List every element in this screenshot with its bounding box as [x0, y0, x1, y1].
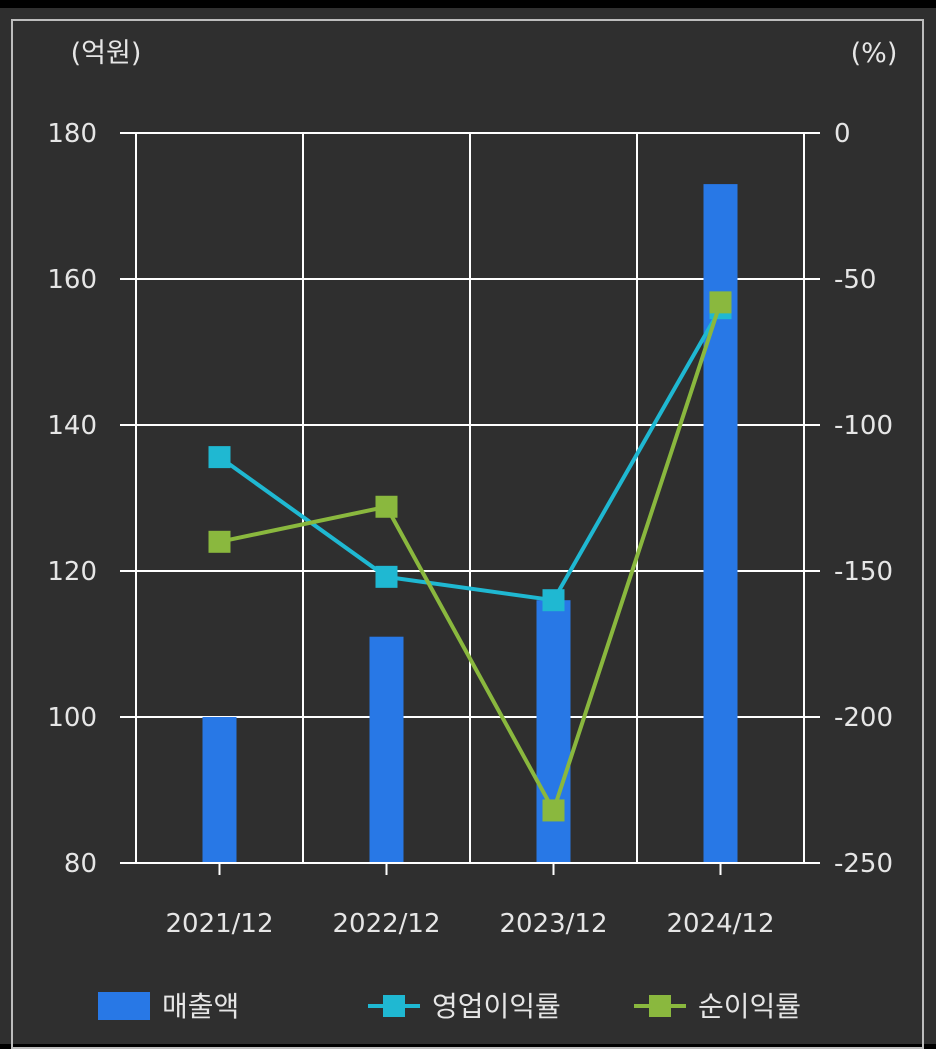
series-point — [709, 291, 732, 314]
series-point — [208, 530, 231, 553]
x-axis-ticks: 2021/12 2022/12 2023/12 2024/12 — [165, 863, 775, 939]
legend-swatch — [98, 992, 150, 1020]
left-tick-label: 160 — [47, 265, 97, 295]
legend-label: 매출액 — [162, 990, 239, 1023]
bars — [202, 184, 738, 864]
right-tick-label: -100 — [834, 411, 893, 441]
series-line — [218, 307, 723, 603]
left-axis-unit: (억원) — [71, 38, 142, 69]
series-point — [375, 565, 398, 588]
right-tick-label: 0 — [834, 119, 851, 149]
legend-label: 순이익률 — [698, 990, 801, 1023]
x-tick-label: 2023/12 — [499, 909, 607, 939]
series-point — [375, 495, 398, 518]
series-line — [219, 301, 723, 813]
right-tick-label: -250 — [834, 849, 893, 879]
right-tick-label: -50 — [834, 265, 876, 295]
x-tick-label: 2022/12 — [332, 909, 440, 939]
right-axis-ticks: -250 -200 -150 -100 -50 0 — [804, 119, 893, 879]
left-tick-label: 80 — [64, 849, 97, 879]
legend-marker — [383, 995, 405, 1017]
right-tick-label: -150 — [834, 557, 893, 587]
left-tick-label: 100 — [47, 703, 97, 733]
chart-panel: (억원) (%) 80 100 120 140 160 180 -250 -200 -150-… — [0, 8, 936, 1049]
right-axis-unit: (%) — [851, 38, 898, 69]
series-point — [542, 799, 565, 822]
left-tick-label: 140 — [47, 411, 97, 441]
series-point — [208, 446, 231, 469]
grid — [135, 132, 805, 864]
x-tick-label: 2021/12 — [165, 909, 273, 939]
right-tick-label: -200 — [834, 703, 893, 733]
legend-item: 영업이익률 — [368, 990, 561, 1023]
bar — [369, 636, 404, 863]
series-point — [542, 589, 565, 612]
legend-label: 영업이익률 — [432, 990, 561, 1023]
bar — [703, 184, 738, 864]
series-lines — [208, 291, 732, 822]
legend: 매출액 영업이익률 순이익률 — [98, 990, 801, 1023]
left-tick-label: 180 — [47, 119, 97, 149]
legend-marker — [649, 995, 671, 1017]
x-tick-label: 2024/12 — [666, 909, 774, 939]
left-tick-label: 120 — [47, 557, 97, 587]
bar — [202, 717, 237, 863]
left-axis-ticks: 80 100 120 140 160 180 — [47, 119, 136, 879]
bar — [536, 600, 571, 863]
legend-item: 매출액 — [98, 990, 239, 1023]
legend-item: 순이익률 — [634, 990, 801, 1023]
